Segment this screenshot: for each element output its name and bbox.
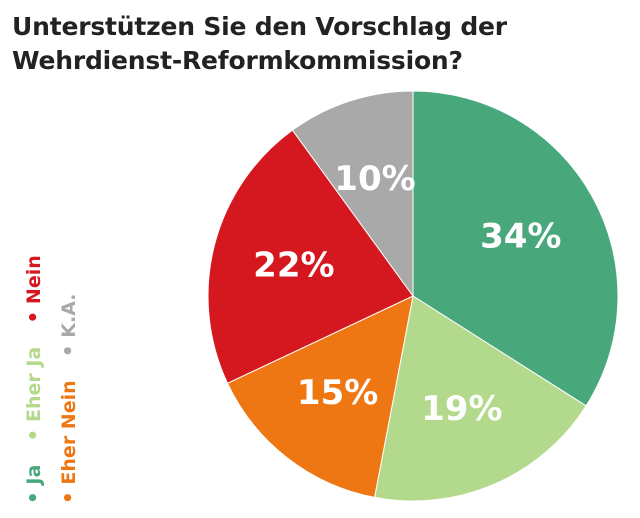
legend-item-eher-ja: • Eher Ja — [21, 340, 45, 442]
legend-label-ka: K.A. — [58, 293, 80, 338]
pie-data-label-k-a: 10% — [334, 159, 415, 199]
chart-title-line-2: Wehrdienst-Reformkommission? — [12, 46, 463, 75]
pie-labels: 34% 19% 15% 22% 10% — [253, 159, 561, 429]
legend-row-2: • Eher Nein • K.A. — [51, 255, 86, 504]
legend-dot-ka: • — [56, 344, 80, 358]
pie-slice-eher-nein — [226, 295, 414, 498]
legend-label-eher-ja: Eher Ja — [23, 346, 45, 423]
legend-item-nein: • Nein — [21, 255, 45, 324]
pie-slice-eher-ja — [374, 295, 587, 502]
chart-title-line-1: Unterstützen Sie den Vorschlag der — [12, 12, 507, 41]
chart-title: Unterstützen Sie den Vorschlag der Wehrd… — [12, 10, 612, 78]
legend-item-eher-nein: • Eher Nein — [56, 374, 80, 504]
pie-data-label-eher-ja: 19% — [421, 389, 502, 429]
legend-label-nein: Nein — [23, 255, 45, 305]
pie-data-label-nein: 22% — [253, 245, 334, 285]
legend-item-ka: • K.A. — [56, 293, 80, 358]
pie-slice-ja — [412, 90, 619, 407]
pie-data-label-eher-nein: 15% — [297, 373, 378, 413]
legend: • Ja • Eher Ja • Nein • Eher Nein • K.A. — [16, 255, 86, 504]
legend-row-1: • Ja • Eher Ja • Nein — [16, 255, 51, 504]
legend-label-ja: Ja — [23, 464, 45, 485]
pie-data-label-ja: 34% — [480, 217, 561, 257]
legend-dot-nein: • — [21, 310, 45, 324]
pie-slice-k-a — [291, 90, 414, 298]
pie-slices — [207, 90, 619, 502]
legend-dot-ja: • — [21, 491, 45, 504]
legend-label-eher-nein: Eher Nein — [58, 380, 80, 485]
legend-dot-eher-nein: • — [56, 491, 80, 504]
legend-item-ja: • Ja — [21, 458, 45, 504]
pie-slice-nein — [207, 129, 414, 384]
legend-dot-eher-ja: • — [21, 428, 45, 442]
